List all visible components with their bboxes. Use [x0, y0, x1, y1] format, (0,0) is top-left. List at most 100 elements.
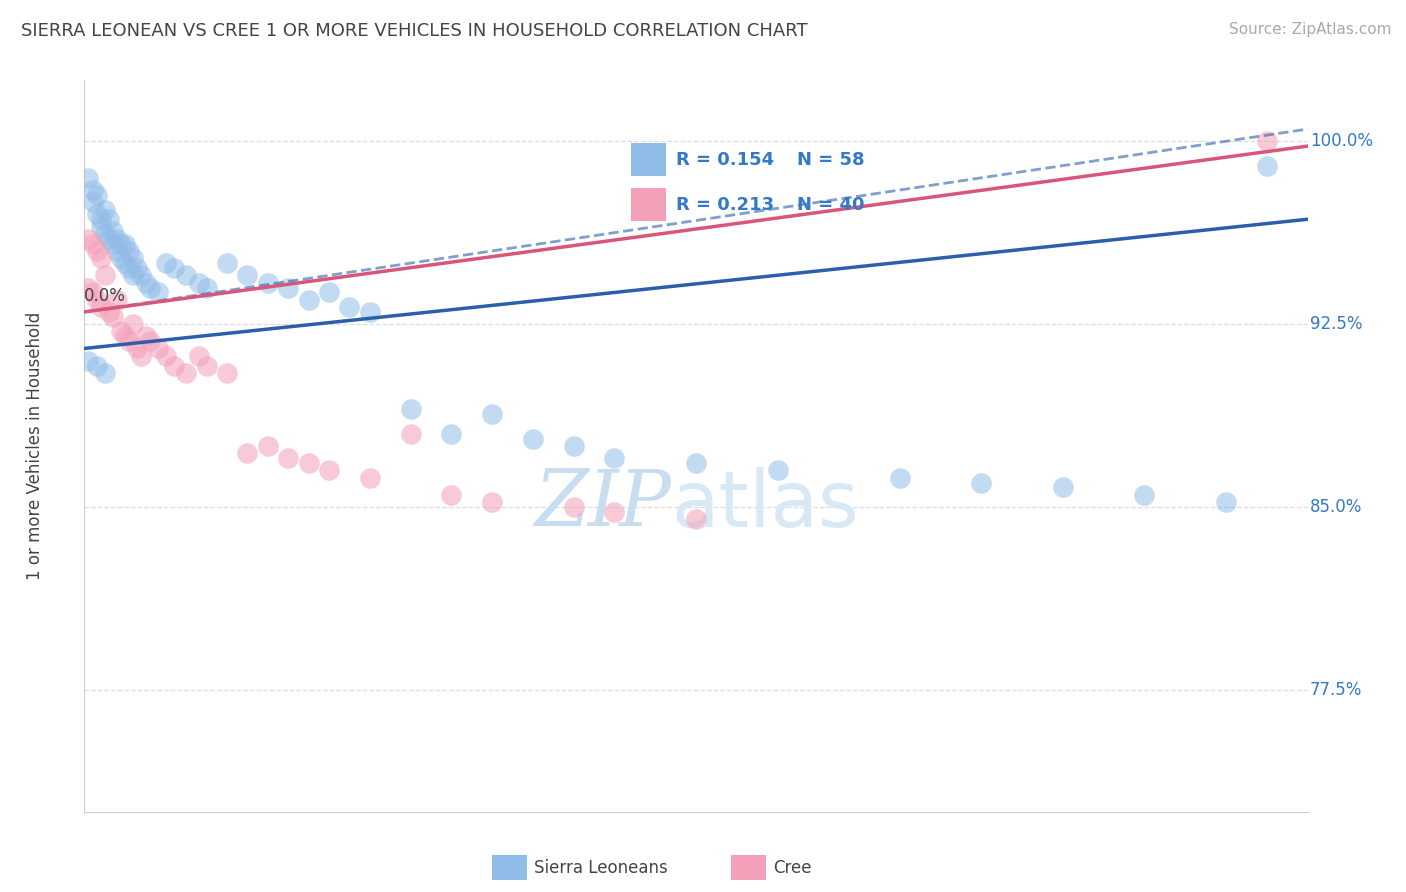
Text: Cree: Cree	[773, 859, 811, 877]
Point	[399, 402, 422, 417]
Text: SIERRA LEONEAN VS CREE 1 OR MORE VEHICLES IN HOUSEHOLD CORRELATION CHART: SIERRA LEONEAN VS CREE 1 OR MORE VEHICLE…	[21, 22, 807, 40]
Point	[399, 426, 422, 441]
Point	[90, 252, 112, 266]
Point	[685, 456, 707, 470]
Point	[217, 256, 239, 270]
Point	[359, 305, 381, 319]
Point	[86, 207, 108, 221]
Point	[889, 471, 911, 485]
Point	[131, 349, 153, 363]
Point	[131, 268, 153, 283]
Point	[77, 353, 100, 368]
Text: 0.0%: 0.0%	[84, 287, 127, 305]
Point	[481, 495, 503, 509]
Point	[118, 260, 141, 275]
Point	[481, 407, 503, 421]
Point	[97, 232, 120, 246]
Point	[110, 325, 132, 339]
Point	[110, 236, 132, 251]
Point	[135, 329, 157, 343]
Point	[97, 305, 120, 319]
Point	[82, 183, 104, 197]
Point	[298, 456, 321, 470]
Text: R = 0.213: R = 0.213	[676, 196, 775, 214]
Text: 1 or more Vehicles in Household: 1 or more Vehicles in Household	[27, 312, 45, 580]
Point	[105, 244, 128, 258]
Point	[105, 232, 128, 246]
Text: atlas: atlas	[672, 467, 859, 542]
Text: 100.0%: 100.0%	[1310, 132, 1374, 150]
Point	[118, 334, 141, 348]
Point	[174, 268, 197, 283]
Point	[146, 285, 169, 300]
Text: 77.5%: 77.5%	[1310, 681, 1362, 698]
Point	[86, 359, 108, 373]
Point	[277, 280, 299, 294]
Point	[163, 359, 186, 373]
Point	[174, 366, 197, 380]
Point	[187, 276, 209, 290]
Point	[195, 359, 218, 373]
Point	[195, 280, 218, 294]
Point	[82, 236, 104, 251]
Point	[135, 276, 157, 290]
Point	[77, 280, 100, 294]
Text: 92.5%: 92.5%	[1310, 315, 1362, 333]
Text: R = 0.154: R = 0.154	[676, 151, 775, 169]
Point	[93, 202, 115, 217]
Point	[77, 170, 100, 185]
Point	[114, 236, 136, 251]
Point	[105, 293, 128, 307]
Point	[277, 451, 299, 466]
Point	[77, 232, 100, 246]
Point	[1256, 134, 1278, 148]
Point	[127, 260, 149, 275]
Point	[86, 244, 108, 258]
FancyBboxPatch shape	[631, 188, 665, 220]
Point	[685, 512, 707, 526]
Point	[110, 252, 132, 266]
Point	[1215, 495, 1237, 509]
Point	[82, 285, 104, 300]
Point	[90, 212, 112, 227]
Point	[138, 334, 160, 348]
Point	[236, 268, 259, 283]
Point	[603, 451, 626, 466]
Point	[603, 505, 626, 519]
Point	[339, 300, 360, 314]
Point	[122, 268, 145, 283]
Text: 85.0%: 85.0%	[1310, 498, 1362, 516]
FancyBboxPatch shape	[631, 143, 665, 176]
Point	[146, 342, 169, 356]
Point	[138, 280, 160, 294]
Point	[359, 471, 381, 485]
Point	[440, 426, 463, 441]
Point	[127, 342, 149, 356]
Point	[318, 463, 340, 477]
Point	[97, 212, 120, 227]
Point	[1256, 159, 1278, 173]
Point	[93, 268, 115, 283]
Point	[318, 285, 340, 300]
Point	[86, 293, 108, 307]
Point	[118, 244, 141, 258]
Point	[122, 317, 145, 331]
Point	[82, 195, 104, 210]
Point	[90, 219, 112, 234]
Point	[217, 366, 239, 380]
Point	[101, 236, 124, 251]
Point	[562, 439, 585, 453]
Point	[101, 310, 124, 324]
Point	[257, 276, 280, 290]
Point	[93, 366, 115, 380]
Point	[562, 500, 585, 514]
Text: N = 58: N = 58	[797, 151, 865, 169]
Point	[114, 256, 136, 270]
Point	[970, 475, 993, 490]
Point	[298, 293, 321, 307]
Point	[93, 227, 115, 241]
Text: ZIP: ZIP	[534, 467, 672, 542]
Point	[440, 488, 463, 502]
Point	[101, 224, 124, 238]
Point	[122, 252, 145, 266]
